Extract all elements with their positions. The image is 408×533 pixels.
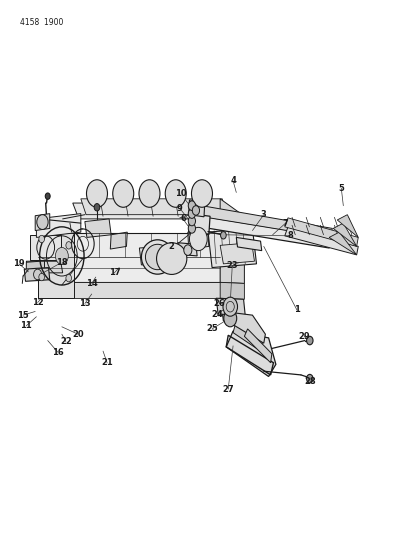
- Polygon shape: [236, 237, 262, 251]
- Polygon shape: [190, 204, 333, 237]
- Text: 10: 10: [175, 189, 186, 198]
- Circle shape: [55, 247, 68, 264]
- Polygon shape: [190, 215, 333, 248]
- Ellipse shape: [165, 180, 186, 207]
- Ellipse shape: [86, 180, 107, 207]
- Circle shape: [189, 228, 207, 251]
- Text: 2: 2: [168, 242, 174, 251]
- Ellipse shape: [191, 180, 213, 207]
- Circle shape: [224, 310, 237, 327]
- Circle shape: [306, 374, 313, 383]
- Ellipse shape: [139, 180, 160, 207]
- Text: 29: 29: [298, 332, 310, 341]
- Polygon shape: [226, 331, 276, 376]
- Text: 5: 5: [338, 184, 344, 193]
- Text: 6: 6: [180, 214, 186, 223]
- Circle shape: [66, 241, 71, 249]
- Polygon shape: [333, 223, 357, 246]
- Text: 13: 13: [79, 299, 91, 308]
- Polygon shape: [26, 261, 63, 273]
- Text: 28: 28: [304, 377, 316, 386]
- Text: 26: 26: [213, 299, 225, 308]
- Polygon shape: [220, 282, 244, 300]
- Polygon shape: [233, 313, 265, 343]
- Ellipse shape: [113, 180, 134, 207]
- Polygon shape: [220, 233, 244, 284]
- Circle shape: [306, 336, 313, 345]
- Polygon shape: [30, 235, 61, 260]
- Text: 19: 19: [13, 260, 25, 268]
- Text: 23: 23: [226, 261, 238, 270]
- Text: 16: 16: [52, 348, 64, 357]
- Text: 11: 11: [20, 321, 32, 330]
- Polygon shape: [220, 243, 255, 264]
- Polygon shape: [81, 199, 227, 215]
- Polygon shape: [208, 229, 257, 268]
- Polygon shape: [329, 232, 357, 255]
- Circle shape: [188, 224, 195, 233]
- Circle shape: [184, 245, 192, 255]
- Circle shape: [188, 201, 195, 211]
- Text: 12: 12: [32, 298, 44, 307]
- Polygon shape: [233, 324, 263, 351]
- Text: 7: 7: [283, 219, 288, 228]
- Polygon shape: [110, 232, 127, 249]
- Ellipse shape: [142, 240, 174, 274]
- Polygon shape: [285, 218, 358, 246]
- Polygon shape: [178, 243, 197, 256]
- Circle shape: [188, 216, 195, 226]
- Circle shape: [223, 297, 237, 316]
- Text: 25: 25: [206, 325, 218, 334]
- Text: 18: 18: [56, 258, 68, 267]
- Circle shape: [37, 215, 48, 230]
- Circle shape: [66, 274, 71, 282]
- Circle shape: [188, 209, 195, 219]
- Text: 1: 1: [294, 305, 300, 314]
- Polygon shape: [36, 214, 81, 237]
- Polygon shape: [285, 227, 358, 255]
- Polygon shape: [140, 245, 182, 265]
- Text: 17: 17: [109, 268, 120, 277]
- Text: 4158  1900: 4158 1900: [20, 18, 64, 27]
- Polygon shape: [188, 200, 205, 217]
- Ellipse shape: [157, 243, 187, 274]
- Circle shape: [39, 273, 44, 281]
- Polygon shape: [73, 203, 226, 219]
- Text: 24: 24: [211, 310, 223, 319]
- Polygon shape: [222, 311, 237, 325]
- Polygon shape: [216, 298, 245, 315]
- Circle shape: [94, 204, 100, 211]
- Circle shape: [192, 206, 200, 215]
- Circle shape: [33, 269, 42, 280]
- Text: 22: 22: [60, 337, 72, 346]
- Polygon shape: [188, 230, 209, 249]
- Text: 14: 14: [86, 279, 98, 288]
- Text: 9: 9: [177, 204, 183, 213]
- Circle shape: [39, 235, 44, 243]
- Text: 21: 21: [101, 358, 113, 367]
- Polygon shape: [38, 233, 74, 298]
- Polygon shape: [26, 261, 44, 271]
- Polygon shape: [85, 219, 111, 237]
- Circle shape: [221, 232, 226, 239]
- Text: 20: 20: [72, 330, 84, 338]
- Polygon shape: [244, 329, 272, 363]
- Text: 8: 8: [288, 231, 294, 240]
- Circle shape: [45, 193, 50, 199]
- Ellipse shape: [145, 244, 170, 270]
- Polygon shape: [24, 268, 50, 281]
- Polygon shape: [35, 214, 50, 231]
- Polygon shape: [38, 282, 220, 298]
- Polygon shape: [188, 214, 210, 235]
- Polygon shape: [220, 199, 244, 251]
- Polygon shape: [38, 233, 220, 282]
- Text: 4: 4: [230, 176, 236, 185]
- Polygon shape: [337, 215, 358, 237]
- Text: 27: 27: [222, 385, 234, 394]
- Text: 15: 15: [17, 311, 29, 320]
- Text: 3: 3: [261, 210, 267, 219]
